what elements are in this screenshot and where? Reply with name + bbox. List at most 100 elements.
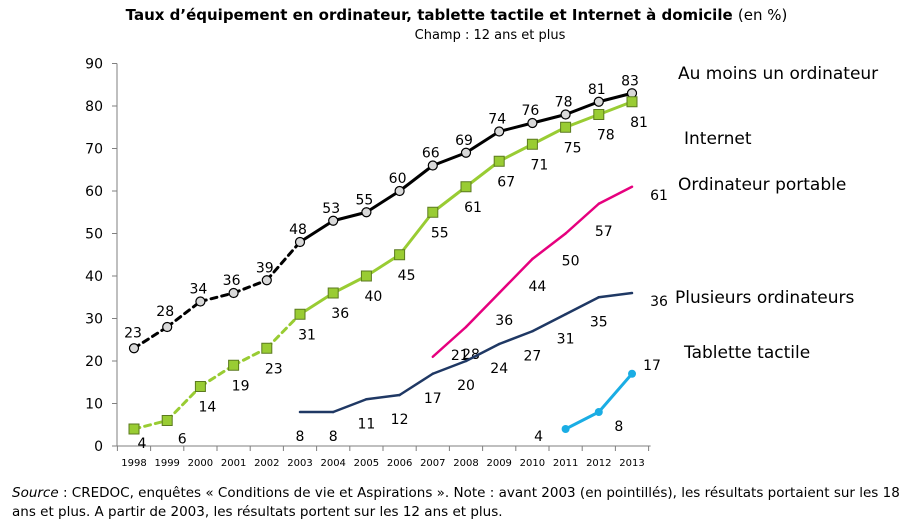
series-segment — [331, 398, 368, 414]
data-point-circle — [394, 185, 405, 197]
series-segment — [431, 151, 468, 167]
series-segment — [531, 232, 567, 261]
data-label: 44 — [528, 279, 546, 295]
series-segment — [132, 325, 169, 350]
data-label: 67 — [497, 174, 515, 190]
data-point-circle — [294, 236, 306, 248]
series-segment — [132, 419, 169, 431]
series-segment — [331, 210, 368, 223]
data-label: 34 — [189, 282, 207, 298]
y-tick-label: 20 — [85, 354, 103, 370]
data-point-square — [327, 287, 339, 299]
data-label: 75 — [564, 140, 582, 156]
data-point-square — [161, 415, 173, 426]
data-label: 81 — [630, 115, 648, 131]
data-label: 20 — [457, 378, 475, 394]
series-segment — [265, 240, 302, 282]
series-segment — [464, 342, 501, 363]
series-segment — [232, 346, 269, 367]
data-point-circle — [328, 215, 339, 226]
x-tick-label: 2007 — [420, 458, 445, 469]
data-point-circle — [195, 296, 206, 307]
series-name-label: Ordinateur portable — [678, 175, 846, 195]
data-label: 50 — [562, 254, 580, 270]
series-segment — [398, 210, 435, 257]
data-label: 40 — [364, 289, 382, 305]
series-segment — [531, 313, 567, 333]
x-tick-label: 2008 — [453, 458, 478, 469]
data-label: 36 — [331, 306, 349, 322]
data-label: 23 — [265, 361, 283, 377]
data-label: 27 — [523, 348, 541, 364]
x-tick-label: 2013 — [619, 458, 644, 469]
series-segment — [431, 359, 468, 375]
data-point-dot — [628, 369, 636, 378]
data-label: 78 — [555, 95, 573, 111]
data-point-dot — [561, 425, 570, 433]
series-segment — [564, 113, 601, 129]
series-segment — [597, 291, 634, 299]
x-tick-label: 2002 — [254, 458, 279, 469]
y-tick-label: 60 — [85, 184, 103, 200]
series-segment — [597, 91, 634, 104]
data-label: 69 — [455, 133, 473, 149]
data-label: 39 — [256, 260, 274, 276]
y-tick-label: 50 — [85, 227, 103, 243]
x-tick-label: 2004 — [320, 458, 345, 469]
series-segment — [564, 100, 601, 116]
data-label: 55 — [431, 225, 449, 241]
x-tick-label: 2000 — [188, 458, 213, 469]
data-label: 8 — [329, 429, 338, 445]
data-label: 28 — [156, 304, 174, 320]
series-segment — [497, 257, 534, 295]
series-segment — [298, 219, 335, 244]
data-label: 17 — [643, 358, 661, 374]
data-label: 23 — [124, 325, 142, 341]
series-segment — [597, 185, 634, 205]
line-chart: 0 10 20 30 40 50 60 70 80 90 1998 1999 2000 2001 2002 2… — [85, 57, 878, 470]
data-label: 60 — [389, 171, 407, 187]
data-label: 81 — [588, 82, 606, 98]
series-name-label: Au moins un ordinateur — [678, 64, 878, 84]
data-label: 48 — [289, 222, 307, 238]
data-point-circle — [162, 321, 173, 333]
data-label: 17 — [424, 391, 442, 407]
chart-title: Taux d’équipement en ordinateur, tablett… — [0, 6, 913, 24]
series-segment — [564, 410, 601, 431]
data-point-circle — [427, 160, 438, 171]
series-segment — [497, 330, 534, 346]
chart-title-unit: (en %) — [737, 6, 788, 24]
y-tick-label: 10 — [85, 397, 103, 413]
series-segment — [564, 202, 601, 235]
data-point-circle — [128, 343, 140, 354]
source-text: : CREDOC, enquêtes « Conditions de vie e… — [12, 485, 900, 520]
series-segment — [232, 278, 269, 295]
series-segment — [597, 100, 634, 116]
data-label: 31 — [298, 327, 316, 343]
series-segment — [564, 296, 601, 316]
data-point-square — [128, 423, 140, 435]
x-tick-label: 2001 — [221, 458, 246, 469]
series-name-label: Internet — [684, 129, 752, 149]
data-label: 28 — [462, 347, 480, 363]
data-label: 36 — [495, 313, 513, 329]
data-point-circle — [228, 287, 239, 299]
series-segment — [165, 300, 202, 329]
series-segment — [364, 189, 402, 214]
data-point-circle — [460, 147, 472, 158]
source-label: Source — [12, 485, 59, 501]
data-point-square — [526, 138, 538, 150]
data-label: 83 — [621, 73, 639, 89]
data-label: 4 — [534, 429, 543, 445]
series-segment — [198, 363, 236, 388]
series-segment — [398, 372, 435, 397]
y-tick-label: 80 — [85, 99, 103, 115]
data-point-square — [394, 249, 406, 261]
data-label: 12 — [391, 412, 409, 428]
data-label: 8 — [296, 429, 305, 445]
data-point-circle — [593, 96, 604, 107]
y-tick-label: 40 — [85, 269, 103, 285]
x-tick-label: 2003 — [287, 458, 312, 469]
x-tick-label: 2011 — [553, 458, 578, 469]
data-point-dot — [594, 408, 603, 416]
